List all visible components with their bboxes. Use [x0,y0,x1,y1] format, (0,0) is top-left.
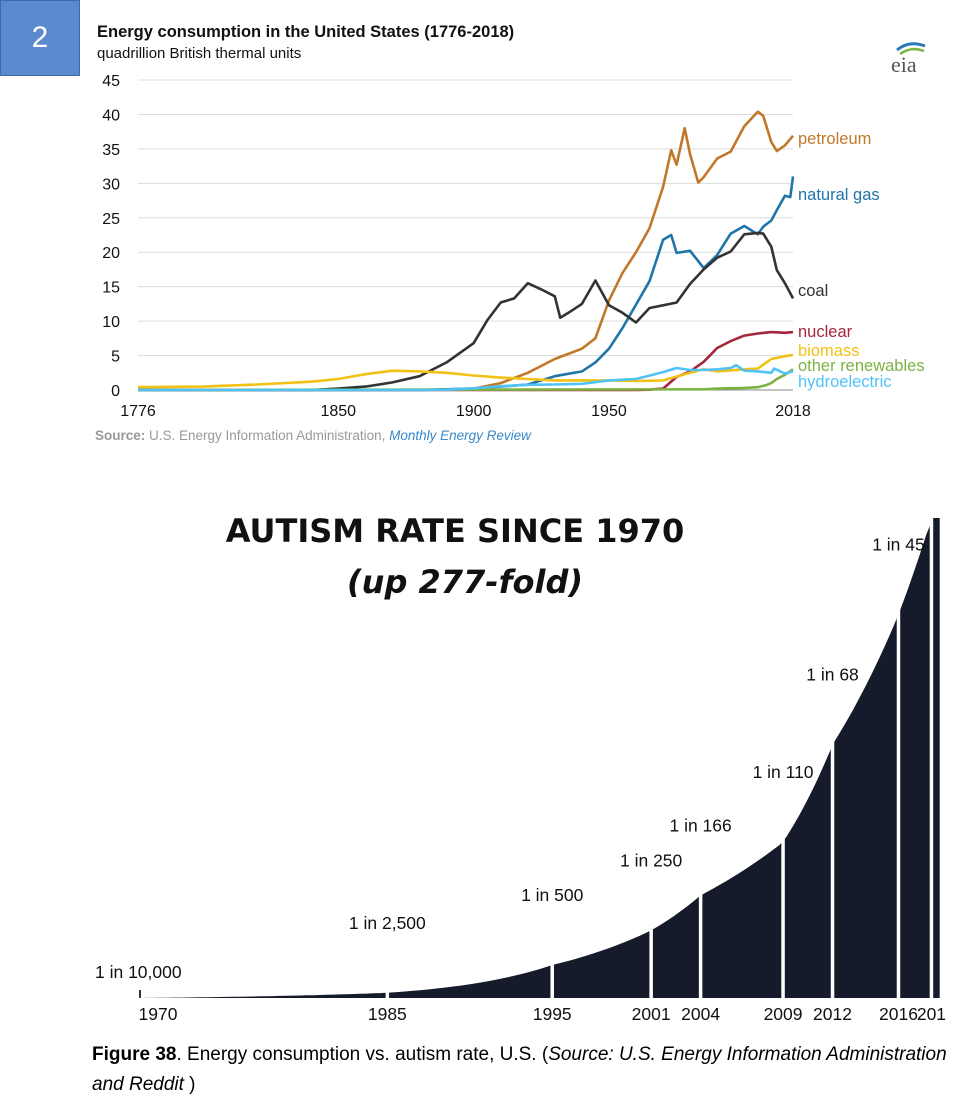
year-tick-label: 2009 [764,1004,803,1024]
energy-series-lines [137,110,795,392]
rate-label: 1 in 110 [753,762,814,782]
autism-area [140,518,940,998]
autism-chart-title: AUTISM RATE SINCE 1970 [226,512,685,550]
caption-source: Source: U.S. Energy Information Administ… [92,1044,947,1095]
energy-source-link[interactable]: Monthly Energy Review [389,428,532,443]
y-tick-label: 30 [102,176,120,193]
x-tick-label: 2018 [775,403,811,420]
y-tick-label: 10 [102,314,120,331]
rate-label: 1 in 166 [669,815,731,835]
y-tick-label: 0 [111,383,120,400]
rate-label: 1 in 45 [872,534,925,554]
caption-text: . Energy consumption vs. autism rate, U.… [176,1044,549,1065]
x-tick-label: 1776 [120,403,156,420]
energy-source-label: Source: [95,428,145,443]
energy-source-text: U.S. Energy Information Administration, [145,428,389,443]
energy-series-labels: petroleum natural gas coal nuclearbiomassot… [798,130,925,391]
rate-label: 1 in 500 [521,885,584,905]
page-number-badge: 2 [0,0,80,76]
x-tick-label: 1900 [456,403,492,420]
energy-y-axis: 0 5 10 15 20 25 30 35 40 45 [102,73,120,400]
energy-grid [138,79,793,391]
series-line-natural-gas [138,176,795,392]
y-tick-label: 25 [102,211,120,228]
eia-logo: eia [891,42,926,77]
figure-label: Figure 38 [92,1044,177,1065]
series-line-petroleum [138,110,794,392]
rate-label: 1 in 2,500 [349,913,426,933]
energy-x-axis: 1776 1850 1900 1950 2018 [120,403,811,420]
x-tick-label: 1850 [320,403,356,420]
series-line-coal [138,231,795,392]
year-tick-label: 2004 [681,1004,720,1024]
energy-chart-title: Energy consumption in the United States … [97,23,514,41]
rate-label: 1 in 250 [620,850,683,870]
year-tick-label: 1995 [533,1004,572,1024]
caption-close: ) [183,1074,196,1095]
y-tick-label: 35 [102,142,120,159]
y-tick-label: 20 [102,245,120,262]
series-label-petroleum: petroleum [798,130,871,148]
year-tick-label: 201 [917,1004,946,1024]
year-tick-label: 2012 [813,1004,852,1024]
autism-rate-chart: AUTISM RATE SINCE 1970 (up 277-fold) 1 i… [95,470,947,1024]
y-tick-label: 40 [102,107,120,124]
year-tick-label: 1970 [139,1004,178,1024]
y-tick-label: 45 [102,73,120,90]
autism-chart-subtitle: (up 277-fold) [347,563,583,601]
rate-label: 1 in 68 [806,665,859,685]
series-label-other-renewables: other renewables [798,357,925,375]
series-line-hydroelectric [138,363,794,392]
series-label-hydroelectric: hydroelectric [798,373,892,391]
rate-label: 1 in 10,000 [95,962,182,982]
y-tick-label: 15 [102,280,120,297]
x-tick-label: 1950 [591,403,627,420]
series-label-coal: coal [798,282,828,300]
year-tick-label: 1985 [368,1004,407,1024]
autism-rate-markers: 1 in 10,000 1 in 2,500 1 in 500 1 in 250 1 i… [95,470,934,998]
year-tick-label: 2001 [632,1004,671,1024]
year-tick-label: 2016 [879,1004,918,1024]
series-label-nuclear: nuclear [798,323,853,341]
series-line-nuclear [138,330,794,392]
series-label-biomass: biomass [798,342,859,360]
figure-caption: Figure 38. Energy consumption vs. autism… [92,1040,952,1100]
eia-logo-text: eia [891,52,917,77]
series-label-natural-gas: natural gas [798,186,880,204]
energy-consumption-chart: Energy consumption in the United States … [95,23,926,443]
energy-chart-subtitle: quadrillion British thermal units [97,45,301,62]
energy-source: Source: U.S. Energy Information Administ… [95,428,532,443]
series-line-other-renewables [137,368,794,392]
y-tick-label: 5 [111,349,120,366]
